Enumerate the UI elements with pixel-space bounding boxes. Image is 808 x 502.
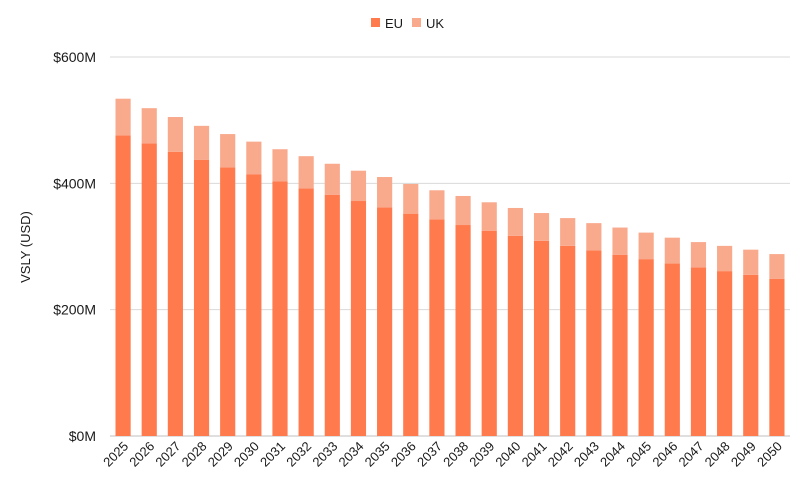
bar-eu-2047 <box>690 267 707 436</box>
bar-eu-2026 <box>141 143 157 436</box>
bar-eu-2040 <box>507 235 523 436</box>
x-tick-label: 2026 <box>126 439 157 470</box>
x-tick-label: 2046 <box>649 439 680 470</box>
bar-eu-2049 <box>743 274 759 436</box>
bar-uk-2047 <box>690 242 707 268</box>
bar-eu-2033 <box>324 194 340 436</box>
bar-uk-2034 <box>350 170 367 202</box>
bar-eu-2034 <box>350 201 367 436</box>
x-tick-label: 2025 <box>100 439 131 470</box>
bar-uk-2035 <box>377 177 393 208</box>
x-tick-label: 2036 <box>388 439 419 470</box>
x-tick-label: 2037 <box>414 439 445 470</box>
bar-uk-2036 <box>403 183 419 214</box>
bar-uk-2028 <box>193 125 210 160</box>
x-tick-label: 2047 <box>676 439 707 470</box>
x-tick-label: 2049 <box>728 439 759 470</box>
bar-uk-2037 <box>429 190 445 220</box>
bar-uk-2027 <box>167 117 183 152</box>
bar-eu-2050 <box>769 278 785 436</box>
x-tick-label: 2028 <box>179 439 210 470</box>
bar-uk-2039 <box>481 202 497 231</box>
x-tick-label: 2034 <box>336 439 367 470</box>
bar-eu-2041 <box>533 240 550 436</box>
y-tick-label: $600M <box>53 49 96 65</box>
bars <box>115 98 785 437</box>
bar-uk-2031 <box>272 149 288 182</box>
bar-uk-2043 <box>586 223 602 251</box>
x-tick-label: 2027 <box>152 439 183 470</box>
y-tick-label: $200M <box>53 302 96 318</box>
bar-uk-2025 <box>115 98 131 136</box>
y-axis-title: VSLY (USD) <box>18 211 33 283</box>
bar-eu-2032 <box>298 188 314 436</box>
bar-uk-2032 <box>298 156 314 189</box>
x-tick-label: 2038 <box>440 439 471 470</box>
legend-label-eu: EU <box>385 16 403 31</box>
x-tick-label: 2029 <box>205 439 236 470</box>
bar-uk-2041 <box>533 213 550 241</box>
x-tick-label: 2045 <box>623 439 654 470</box>
bar-uk-2038 <box>455 195 471 226</box>
bar-eu-2046 <box>664 263 680 436</box>
legend: EU UK <box>371 16 444 31</box>
bar-uk-2030 <box>246 141 262 175</box>
y-tick-label: $0M <box>69 428 96 444</box>
bar-uk-2042 <box>560 218 576 246</box>
gridlines <box>110 56 790 437</box>
bar-eu-2042 <box>560 245 576 436</box>
x-tick-labels: 2025202620272028202920302031203220332034… <box>100 439 785 470</box>
x-tick-label: 2033 <box>309 439 340 470</box>
y-tick-label: $400M <box>53 175 96 191</box>
bar-eu-2044 <box>612 254 628 436</box>
bar-eu-2036 <box>403 213 419 436</box>
x-tick-label: 2035 <box>362 439 393 470</box>
bar-eu-2037 <box>429 219 445 436</box>
x-tick-label: 2041 <box>519 439 550 470</box>
bar-eu-2029 <box>220 167 236 436</box>
x-tick-label: 2050 <box>754 439 785 470</box>
bar-eu-2030 <box>246 174 262 437</box>
bar-eu-2038 <box>455 225 471 436</box>
x-tick-label: 2044 <box>597 439 628 470</box>
x-tick-label: 2032 <box>283 439 314 470</box>
bar-uk-2050 <box>769 254 785 279</box>
bar-eu-2045 <box>638 259 654 436</box>
bar-eu-2048 <box>717 271 733 436</box>
bar-uk-2044 <box>612 227 628 255</box>
bar-eu-2025 <box>115 135 131 436</box>
bar-uk-2045 <box>638 232 654 260</box>
y-tick-labels: $0M $200M $400M $600M <box>53 49 96 444</box>
bar-eu-2039 <box>481 230 497 436</box>
x-tick-label: 2031 <box>257 439 288 470</box>
legend-label-uk: UK <box>426 16 444 31</box>
x-tick-label: 2030 <box>231 439 262 470</box>
bar-eu-2031 <box>272 181 288 436</box>
bar-uk-2026 <box>141 108 157 144</box>
x-tick-label: 2042 <box>545 439 576 470</box>
legend-swatch-eu <box>371 18 380 27</box>
bar-eu-2027 <box>167 151 183 436</box>
bar-uk-2048 <box>717 245 733 272</box>
bar-eu-2028 <box>193 159 210 436</box>
x-tick-label: 2048 <box>702 439 733 470</box>
bar-uk-2033 <box>324 163 340 195</box>
x-tick-label: 2043 <box>571 439 602 470</box>
bar-eu-2035 <box>377 207 393 436</box>
x-tick-label: 2040 <box>492 439 523 470</box>
bar-eu-2043 <box>586 250 602 436</box>
bar-uk-2040 <box>507 207 523 236</box>
x-tick-label: 2039 <box>466 439 497 470</box>
legend-swatch-uk <box>412 18 421 27</box>
bar-uk-2046 <box>664 237 680 264</box>
bar-uk-2049 <box>743 249 759 275</box>
bar-uk-2029 <box>220 134 236 168</box>
